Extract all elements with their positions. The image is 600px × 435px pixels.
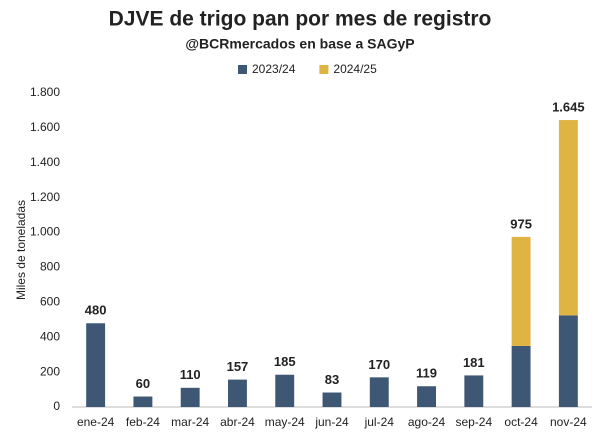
y-tick-label: 800 [40,260,60,274]
x-tick-label: oct-24 [504,415,538,429]
y-tick-label: 1.600 [30,120,60,134]
total-label: 181 [463,355,485,370]
x-tick-label: nov-24 [550,415,587,429]
x-tick-label: may-24 [265,415,305,429]
total-label: 480 [85,303,107,318]
x-tick-label: ene-24 [77,415,115,429]
chart-subtitle: @BCRmercados en base a SAGyP [185,36,414,52]
legend-swatch [238,65,247,74]
total-label: 185 [274,354,296,369]
total-label: 170 [368,357,390,372]
total-label: 60 [136,376,150,391]
x-tick-label: mar-24 [171,415,209,429]
x-tick-label: jul-24 [364,415,395,429]
total-label: 119 [416,366,437,381]
bar-segment [322,392,342,407]
y-tick-label: 0 [53,399,60,413]
y-tick-label: 400 [40,329,60,343]
bar-segment [558,315,578,407]
y-tick-label: 1.400 [30,155,60,169]
chart-title: DJVE de trigo pan por mes de registro [109,8,492,31]
bar-segment [511,345,531,407]
y-tick-label: 200 [40,364,60,378]
bar-segment [180,387,200,407]
total-label: 110 [180,367,201,382]
bar-segment [417,386,436,407]
bar-segment [133,396,153,407]
bar-segment [464,375,484,407]
bar-segment [275,374,295,407]
x-tick-label: feb-24 [126,415,160,429]
total-label: 157 [227,359,249,374]
bar-segment [228,379,247,407]
y-axis-label: Miles de toneladas [14,200,28,300]
y-tick-label: 1.000 [30,225,60,239]
total-label: 975 [510,216,532,231]
x-tick-label: abr-24 [220,415,255,429]
y-tick-label: 1.200 [30,190,60,204]
total-label: 1.645 [552,99,585,114]
x-tick-label: ago-24 [408,415,446,429]
total-label: 83 [325,372,339,387]
x-tick-label: jun-24 [314,415,349,429]
bar-segment [369,377,389,407]
x-tick-label: sep-24 [455,415,492,429]
y-tick-label: 600 [40,295,60,309]
legend-label: 2024/25 [333,62,377,76]
legend-label: 2023/24 [252,62,296,76]
bar-segment [86,323,106,407]
bar-segment [511,236,531,346]
bar-segment [558,120,578,316]
legend-swatch [319,65,329,74]
y-tick-label: 1.800 [30,85,60,99]
